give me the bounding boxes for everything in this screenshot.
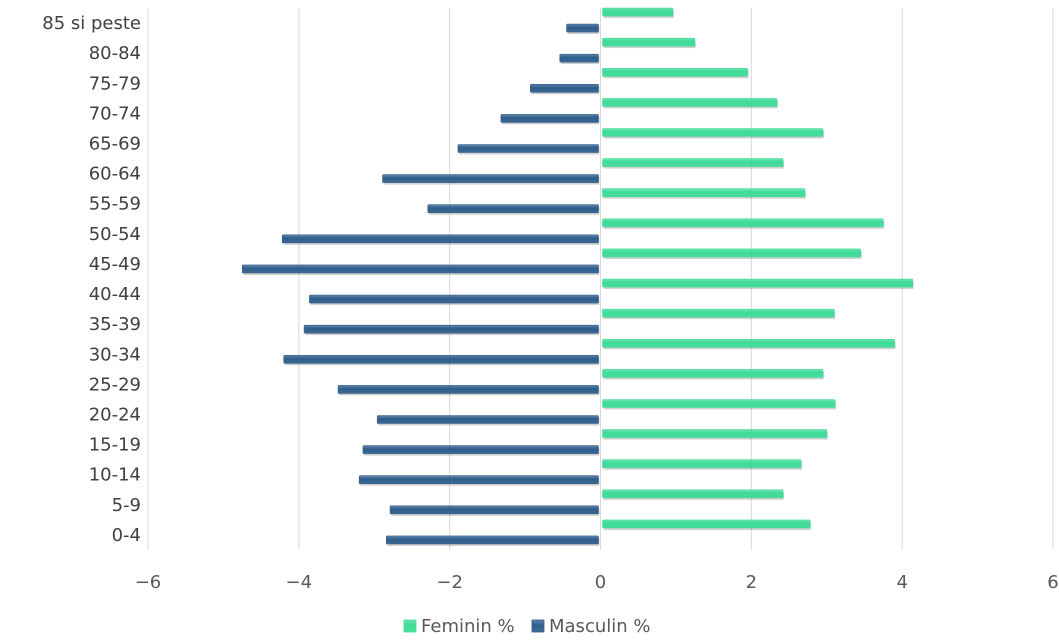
bar-masculin xyxy=(530,83,599,93)
x-tick-label: −4 xyxy=(286,572,313,593)
bar-masculin xyxy=(457,144,599,153)
category-label: 25-29 xyxy=(89,374,141,395)
bar-masculin xyxy=(283,354,599,364)
category-label: 5-9 xyxy=(112,495,141,516)
category-label: 15-19 xyxy=(89,435,141,456)
bar-feminin xyxy=(602,67,748,77)
bar-feminin xyxy=(602,459,802,469)
category-label: 75-79 xyxy=(89,73,141,94)
bar-feminin xyxy=(602,489,784,499)
x-tick-label: 0 xyxy=(595,572,606,593)
category-label: 80-84 xyxy=(89,43,141,64)
x-tick-label: −2 xyxy=(436,572,463,593)
category-label: 50-54 xyxy=(89,224,141,245)
category-label: 30-34 xyxy=(89,344,141,365)
bar-feminin xyxy=(602,338,895,348)
bar-masculin xyxy=(500,114,599,123)
legend-label: Feminin % xyxy=(421,616,515,637)
category-label: 40-44 xyxy=(89,284,141,305)
bar-feminin xyxy=(602,98,778,107)
x-tick-label: 2 xyxy=(746,572,757,593)
bar-feminin xyxy=(602,278,914,288)
bar-feminin xyxy=(602,519,811,529)
category-label: 45-49 xyxy=(89,254,141,275)
legend-label: Masculin % xyxy=(549,616,650,637)
bar-feminin xyxy=(602,308,835,318)
bar-feminin xyxy=(602,369,824,378)
category-label: 0-4 xyxy=(112,525,141,546)
bar-feminin xyxy=(602,429,828,438)
bar-masculin xyxy=(241,264,599,274)
bar-masculin xyxy=(358,475,599,485)
bar-masculin xyxy=(281,234,599,244)
bar-masculin xyxy=(309,294,599,304)
category-label: 70-74 xyxy=(89,103,141,124)
bar-masculin xyxy=(386,535,599,545)
bar-masculin xyxy=(376,415,599,424)
x-tick-label: −6 xyxy=(135,572,162,593)
bar-feminin xyxy=(602,128,824,137)
legend-swatch xyxy=(531,619,545,633)
category-label: 20-24 xyxy=(89,405,141,426)
bar-feminin xyxy=(602,158,784,167)
bar-masculin xyxy=(559,53,599,63)
category-label: 65-69 xyxy=(89,134,141,155)
category-label: 55-59 xyxy=(89,194,141,215)
bar-feminin xyxy=(602,248,861,258)
bar-feminin xyxy=(602,399,836,408)
x-tick-label: 6 xyxy=(1047,572,1058,593)
category-label: 10-14 xyxy=(89,465,141,486)
bar-masculin xyxy=(566,23,599,33)
bar-feminin xyxy=(602,7,674,17)
bar-feminin xyxy=(602,188,806,198)
x-axis-ticks: −6 −4 −2 0 2 4 6 xyxy=(135,572,1059,593)
category-label: 60-64 xyxy=(89,164,141,185)
y-axis-categories: 0-4 5-9 10-14 15-19 20-24 25-29 30-34 35-39 40-4… xyxy=(42,13,141,546)
bar-masculin xyxy=(303,324,599,334)
legend: Feminin % Masculin % xyxy=(403,616,650,637)
bar-feminin xyxy=(602,37,696,47)
bar-masculin xyxy=(389,505,599,515)
category-label: 35-39 xyxy=(89,314,141,335)
legend-swatch xyxy=(403,619,417,633)
bar-masculin xyxy=(337,385,599,394)
bar-masculin xyxy=(362,445,599,454)
grid-lines xyxy=(147,8,1054,550)
x-tick-label: 4 xyxy=(896,572,907,593)
bar-masculin xyxy=(427,204,599,214)
bar-masculin xyxy=(382,174,599,183)
category-label: 85 si peste xyxy=(42,13,141,34)
bar-feminin xyxy=(602,218,884,228)
bars xyxy=(241,7,914,546)
